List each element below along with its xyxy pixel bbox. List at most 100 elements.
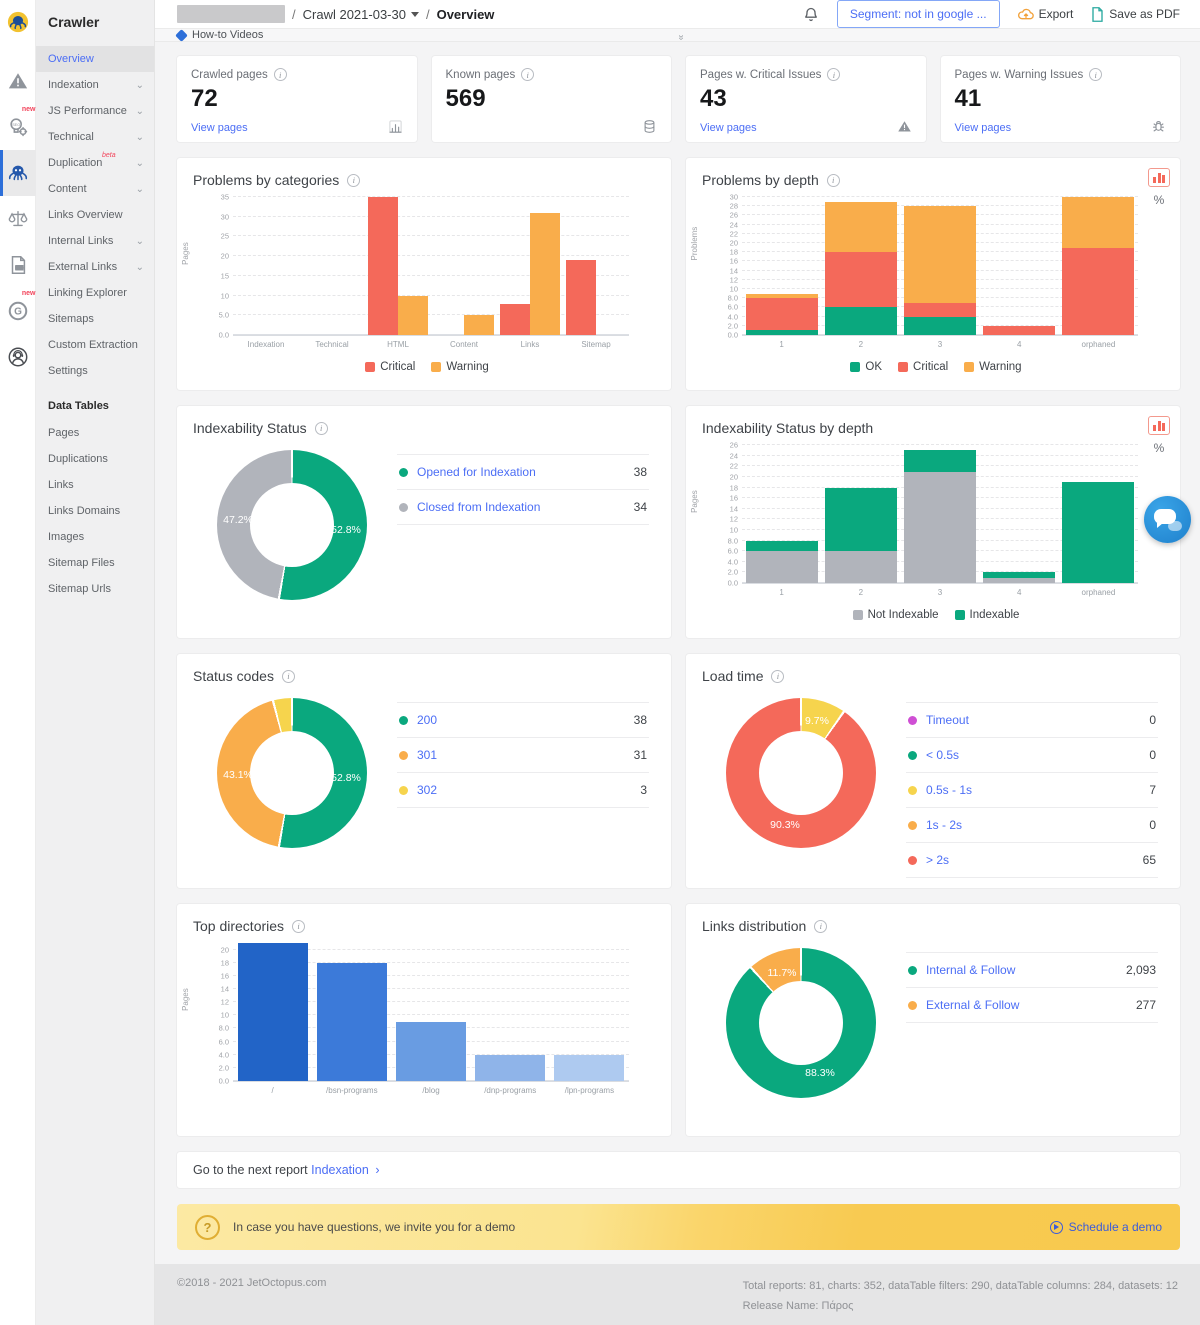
donut-chart[interactable]: 52.8% 43.1% bbox=[217, 698, 367, 848]
legend-label-link[interactable]: Closed from Indexation bbox=[417, 500, 541, 514]
sidebar-item-duplications[interactable]: Duplications bbox=[48, 453, 108, 465]
bar[interactable] bbox=[396, 1021, 466, 1081]
legend-label-link[interactable]: 1s - 2s bbox=[926, 818, 963, 832]
donut-chart[interactable]: 9.7% 90.3% bbox=[726, 698, 876, 848]
rail-item-logs-icon[interactable]: LOG bbox=[0, 242, 36, 288]
view-pages-link[interactable]: View pages bbox=[191, 122, 248, 134]
bar-segment-not-indexable[interactable] bbox=[745, 551, 818, 583]
legend-item[interactable]: Warning bbox=[431, 361, 489, 373]
percent-toggle-icon[interactable]: % bbox=[1153, 441, 1165, 455]
legend-item[interactable]: Critical bbox=[898, 361, 948, 373]
bar-segment-indexable[interactable] bbox=[1062, 482, 1135, 583]
info-icon[interactable] bbox=[771, 669, 785, 683]
sidebar-item-links[interactable]: Links bbox=[48, 479, 74, 491]
info-icon[interactable] bbox=[314, 421, 328, 435]
bar-segment-warning[interactable] bbox=[745, 293, 818, 299]
bar-chart-toggle-icon[interactable] bbox=[1148, 416, 1170, 435]
legend-label-link[interactable]: 0.5s - 1s bbox=[926, 783, 973, 797]
bar-segment-warning[interactable] bbox=[824, 201, 897, 253]
view-pages-link[interactable]: View pages bbox=[700, 122, 757, 134]
legend-item[interactable]: Warning bbox=[964, 361, 1022, 373]
sidebar-item-custom-extraction[interactable]: Custom Extraction bbox=[48, 339, 138, 351]
sidebar-item-js-performance[interactable]: JS Performance bbox=[36, 98, 154, 124]
bar[interactable] bbox=[475, 1054, 546, 1081]
sidebar-item-content[interactable]: Content bbox=[36, 176, 154, 202]
legend-label-link[interactable]: 302 bbox=[417, 783, 438, 797]
legend-label-link[interactable]: 200 bbox=[417, 713, 438, 727]
notifications-bell-icon[interactable] bbox=[803, 6, 819, 23]
sidebar-item-indexation[interactable]: Indexation bbox=[36, 72, 154, 98]
chat-widget-button[interactable] bbox=[1144, 496, 1191, 543]
info-icon[interactable] bbox=[273, 68, 287, 81]
bar-segment-not-indexable[interactable] bbox=[983, 577, 1056, 583]
legend-label-link[interactable]: Timeout bbox=[926, 713, 969, 727]
sidebar-item-internal-links[interactable]: Internal Links bbox=[36, 228, 154, 254]
legend-item[interactable]: Not Indexable bbox=[852, 609, 939, 621]
info-icon[interactable] bbox=[826, 173, 840, 187]
legend-label-link[interactable]: External & Follow bbox=[926, 998, 1020, 1012]
bar[interactable] bbox=[237, 943, 308, 1081]
sidebar-item-links-overview[interactable]: Links Overview bbox=[48, 209, 123, 221]
sidebar-item-external-links[interactable]: External Links bbox=[36, 254, 154, 280]
save-as-pdf-button[interactable]: Save as PDF bbox=[1091, 6, 1180, 22]
sidebar-item-sitemaps[interactable]: Sitemaps bbox=[48, 313, 94, 325]
project-name-redacted[interactable] bbox=[177, 5, 285, 23]
info-icon[interactable] bbox=[827, 68, 841, 81]
bar-segment-critical[interactable] bbox=[824, 252, 897, 308]
bar-chart-toggle-icon[interactable] bbox=[1148, 168, 1170, 187]
view-pages-link[interactable]: View pages bbox=[954, 122, 1012, 134]
bar-segment-indexable[interactable] bbox=[904, 450, 976, 472]
bar-segment-indexable[interactable] bbox=[745, 540, 818, 552]
segment-filter-button[interactable]: Segment: not in google ... bbox=[836, 0, 1000, 28]
legend-label-link[interactable]: Internal & Follow bbox=[926, 963, 1016, 977]
bar-critical[interactable] bbox=[566, 260, 596, 335]
bar[interactable] bbox=[554, 1054, 625, 1081]
bar-segment-warning[interactable] bbox=[1062, 197, 1135, 248]
sidebar-item-settings[interactable]: Settings bbox=[48, 365, 88, 377]
next-report-link[interactable]: Indexation bbox=[311, 1163, 369, 1177]
sidebar-item-overview[interactable]: Overview bbox=[36, 46, 154, 72]
donut-chart[interactable]: 88.3% 11.7% bbox=[726, 948, 876, 1098]
rail-item-jetoctopus-logo[interactable] bbox=[0, 0, 36, 44]
sidebar-item-images[interactable]: Images bbox=[48, 531, 85, 543]
legend-label-link[interactable]: > 2s bbox=[926, 853, 950, 867]
sidebar-item-technical[interactable]: Technical bbox=[36, 124, 154, 150]
crawl-selector[interactable]: Crawl 2021-03-30 bbox=[303, 7, 419, 22]
bar-segment-ok[interactable] bbox=[745, 330, 818, 335]
info-icon[interactable] bbox=[521, 68, 535, 81]
bar-segment-critical[interactable] bbox=[983, 325, 1056, 335]
bar-segment-not-indexable[interactable] bbox=[824, 551, 897, 583]
rail-item-seo-tools-icon[interactable]: SEO new bbox=[0, 104, 36, 150]
bar-warning[interactable] bbox=[398, 295, 428, 335]
howto-videos-link[interactable]: How-to Videos bbox=[175, 28, 263, 42]
rail-item-support-icon[interactable] bbox=[0, 334, 36, 380]
sidebar-item-duplication[interactable]: Duplication beta bbox=[36, 150, 154, 176]
bar-warning[interactable] bbox=[464, 315, 494, 335]
schedule-demo-link[interactable]: Schedule a demo bbox=[1049, 1220, 1162, 1234]
bar-segment-critical[interactable] bbox=[1062, 247, 1135, 335]
info-icon[interactable] bbox=[347, 173, 361, 187]
bar-segment-not-indexable[interactable] bbox=[904, 471, 976, 583]
rail-item-crawler-icon[interactable] bbox=[0, 150, 36, 196]
bar-segment-ok[interactable] bbox=[824, 307, 897, 335]
legend-label-link[interactable]: Opened for Indexation bbox=[417, 465, 536, 479]
sidebar-item-linking-explorer[interactable]: Linking Explorer bbox=[48, 287, 127, 299]
info-icon[interactable] bbox=[814, 919, 828, 933]
legend-label-link[interactable]: 301 bbox=[417, 748, 438, 762]
sidebar-item-sitemap-urls[interactable]: Sitemap Urls bbox=[48, 583, 111, 595]
donut-chart[interactable]: 52.8% 47.2% bbox=[217, 450, 367, 600]
bar[interactable] bbox=[316, 962, 387, 1081]
sidebar-item-sitemap-files[interactable]: Sitemap Files bbox=[48, 557, 115, 569]
bar-critical[interactable] bbox=[368, 197, 398, 335]
bar-segment-indexable[interactable] bbox=[983, 572, 1056, 578]
bar-segment-critical[interactable] bbox=[745, 298, 818, 331]
legend-item[interactable]: Critical bbox=[365, 361, 415, 373]
sidebar-item-pages[interactable]: Pages bbox=[48, 427, 80, 439]
bar-warning[interactable] bbox=[530, 212, 560, 335]
sidebar-item-links-domains[interactable]: Links Domains bbox=[48, 505, 121, 517]
bar-segment-warning[interactable] bbox=[904, 206, 976, 303]
info-icon[interactable] bbox=[281, 669, 295, 683]
export-button[interactable]: Export bbox=[1017, 7, 1073, 21]
rail-item-compare-icon[interactable] bbox=[0, 196, 36, 242]
